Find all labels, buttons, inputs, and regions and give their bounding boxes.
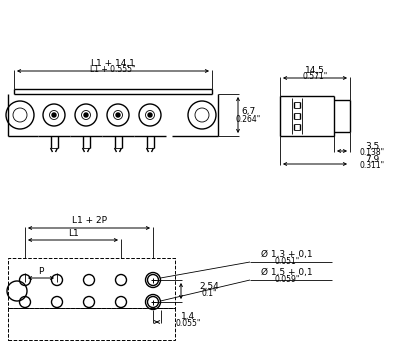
Text: L1 + 14,1: L1 + 14,1 xyxy=(91,58,135,68)
Text: 3,5: 3,5 xyxy=(365,141,379,150)
Text: 7,9: 7,9 xyxy=(365,155,379,164)
Circle shape xyxy=(148,113,152,117)
Circle shape xyxy=(116,113,120,117)
Text: Ø 1,5 + 0,1: Ø 1,5 + 0,1 xyxy=(261,268,313,277)
Text: 0.264": 0.264" xyxy=(235,115,261,124)
Text: 2,54: 2,54 xyxy=(199,281,219,290)
Text: 1,4: 1,4 xyxy=(181,313,195,321)
Text: 0.571": 0.571" xyxy=(302,72,328,81)
Text: L1: L1 xyxy=(67,228,78,237)
Text: L1 + 2P: L1 + 2P xyxy=(71,216,107,224)
Text: 0.051": 0.051" xyxy=(275,256,300,266)
Text: 0.138": 0.138" xyxy=(359,147,385,156)
Bar xyxy=(8,308,175,340)
Text: Ø 1,3 + 0,1: Ø 1,3 + 0,1 xyxy=(261,251,313,260)
Text: 0.059": 0.059" xyxy=(275,275,300,284)
Circle shape xyxy=(52,113,56,117)
Text: L1 + 0.555": L1 + 0.555" xyxy=(90,64,136,73)
Text: 6,7: 6,7 xyxy=(241,106,255,116)
Bar xyxy=(8,258,175,308)
Text: 0.311": 0.311" xyxy=(359,160,385,169)
Text: 0.1": 0.1" xyxy=(201,289,217,297)
Text: 14,5: 14,5 xyxy=(305,66,325,74)
Circle shape xyxy=(84,113,88,117)
Text: P: P xyxy=(38,266,43,276)
Text: 0.055": 0.055" xyxy=(175,319,201,328)
